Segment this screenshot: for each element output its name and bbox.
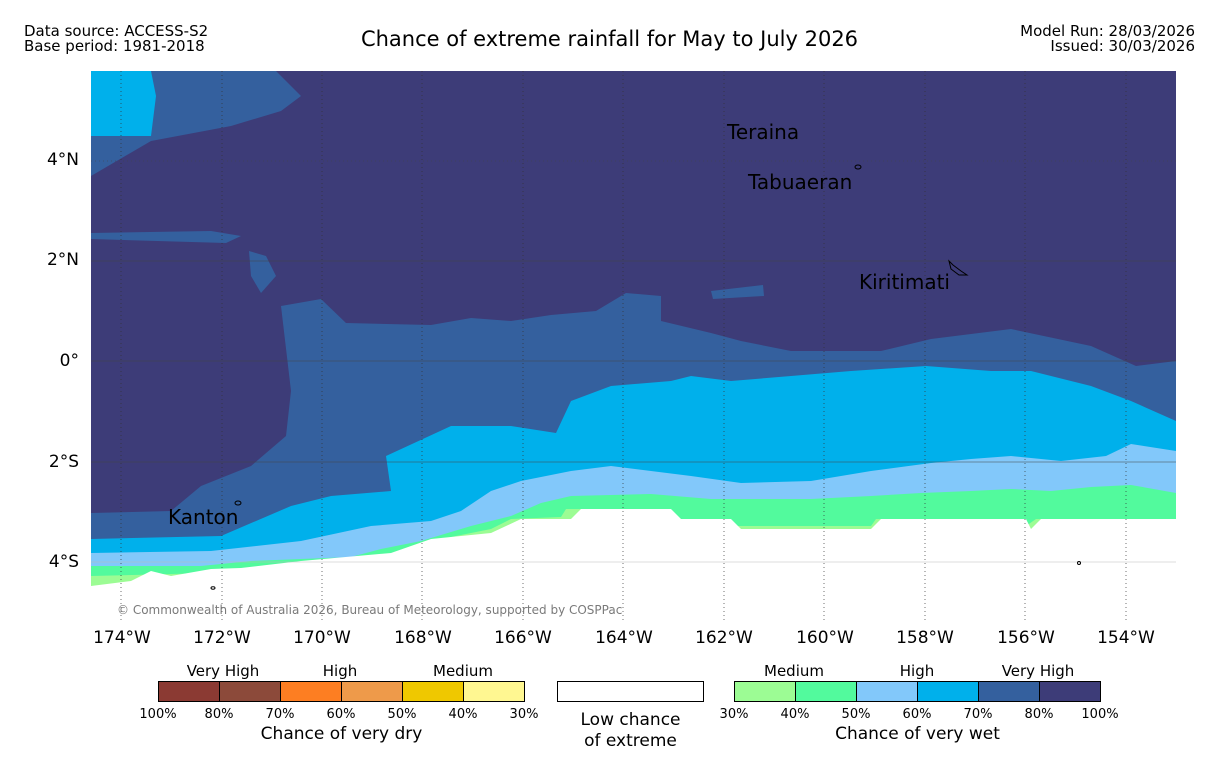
dry-colorbar [158, 681, 525, 702]
wet-group-medium: Medium [764, 662, 824, 680]
model-run-text: Model Run: 28/03/2026 [1020, 22, 1195, 40]
label-tabuaeran: Tabuaeran [747, 170, 852, 194]
wet-tick: 30% [719, 707, 749, 722]
dry-tick: 70% [265, 707, 295, 722]
island-small [1077, 561, 1081, 565]
dry-tick: 30% [509, 707, 539, 722]
wet-tick: 60% [902, 707, 932, 722]
wet-colorbar [734, 681, 1101, 702]
label-kiritimati: Kiritimati [859, 270, 950, 294]
dry-tick: 100% [139, 707, 177, 722]
dry-swatch [464, 682, 524, 701]
neutral-caption: Low chance of extreme [557, 710, 704, 752]
island-outlines [210, 164, 1081, 590]
map-title: Chance of extreme rainfall for May to Ju… [360, 27, 859, 51]
dry-swatch [281, 682, 342, 701]
wet-caption: Chance of very wet [835, 724, 1000, 744]
dry-swatch [220, 682, 281, 701]
zone-strip-70-80 [91, 231, 241, 243]
wet-swatch [918, 682, 979, 701]
island-small [210, 586, 216, 590]
neutral-fill [558, 682, 703, 701]
zone-low-chance [91, 509, 1176, 620]
label-kanton: Kanton [168, 505, 238, 529]
wet-tick: 50% [841, 707, 871, 722]
lon-label: 168°W [394, 628, 452, 648]
lat-label: 2°S [48, 452, 79, 472]
lon-label: 174°W [93, 628, 151, 648]
rainfall-map: Teraina Tabuaeran Kiritimati Kanton [91, 71, 1176, 620]
lon-label: 154°W [1097, 628, 1155, 648]
dry-tick: 50% [387, 707, 417, 722]
neutral-caption-line1: Low chance [580, 710, 681, 730]
model-run-info: Model Run: 28/03/2026 Issued: 30/03/2026 [1020, 24, 1195, 54]
graticule-parallels [91, 160, 1176, 563]
dry-group-very-high: Very High [186, 662, 260, 680]
lon-label: 158°W [896, 628, 954, 648]
wet-swatch [979, 682, 1040, 701]
lon-label: 166°W [494, 628, 552, 648]
base-period-text: Base period: 1981-2018 [24, 37, 205, 55]
label-teraina: Teraina [726, 120, 799, 144]
data-source-info: Data source: ACCESS-S2 Base period: 1981… [24, 24, 208, 54]
place-labels: Teraina Tabuaeran Kiritimati Kanton [168, 120, 950, 529]
neutral-swatch [557, 681, 704, 702]
lon-label: 172°W [193, 628, 251, 648]
dry-tick: 60% [326, 707, 356, 722]
dry-swatch [342, 682, 403, 701]
island-kiritimati [948, 259, 969, 276]
lon-label: 160°W [796, 628, 854, 648]
wet-tick: 70% [963, 707, 993, 722]
zone-island-70-80 [249, 251, 276, 293]
dry-tick: 80% [204, 707, 234, 722]
lon-label: 164°W [595, 628, 653, 648]
dry-swatch [403, 682, 464, 701]
island-kanton [234, 500, 242, 506]
lat-label: 4°S [48, 552, 79, 572]
wet-tick: 40% [780, 707, 810, 722]
data-source-text: Data source: ACCESS-S2 [24, 22, 209, 40]
dry-swatch [159, 682, 220, 701]
zone-top-left-60-70 [91, 71, 156, 136]
lat-label: 4°N [46, 150, 79, 170]
lat-label: 2°N [46, 250, 79, 270]
lon-label: 156°W [997, 628, 1055, 648]
island-tabuaeran [854, 164, 862, 170]
lon-label: 170°W [293, 628, 351, 648]
copyright-notice: © Commonwealth of Australia 2026, Bureau… [117, 603, 623, 617]
lat-label: 0° [59, 351, 79, 371]
wet-swatch [796, 682, 857, 701]
wet-group-high: High [899, 662, 935, 680]
wet-tick: 80% [1024, 707, 1054, 722]
wet-tick: 100% [1081, 707, 1119, 722]
dry-tick: 40% [448, 707, 478, 722]
wet-swatch [1040, 682, 1100, 701]
wet-group-very-high: Very High [1001, 662, 1075, 680]
dry-group-medium: Medium [433, 662, 493, 680]
rainfall-map-svg: Teraina Tabuaeran Kiritimati Kanton [91, 71, 1176, 620]
issued-text: Issued: 30/03/2026 [1050, 37, 1195, 55]
dry-group-high: High [322, 662, 358, 680]
wet-swatch [857, 682, 918, 701]
neutral-caption-line2: of extreme [584, 731, 677, 751]
wet-swatch [735, 682, 796, 701]
dry-caption: Chance of very dry [260, 724, 423, 744]
lon-label: 162°W [695, 628, 753, 648]
